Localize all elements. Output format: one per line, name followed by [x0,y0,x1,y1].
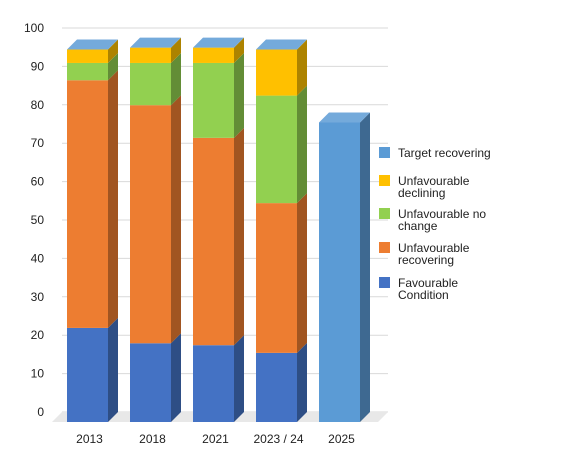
bar-segment [67,52,118,81]
y-tick-label: 10 [31,367,45,381]
bar-segment [193,37,244,63]
y-tick-label: 100 [24,21,44,35]
y-tick-label: 40 [31,251,45,265]
legend-label: Unfavourable no [398,207,486,221]
x-tick-label: 2021 [202,432,229,446]
legend-swatch [379,175,390,186]
legend-label: Unfavourable [398,241,470,255]
legend: Target recoveringUnfavourabledecliningUn… [379,146,491,302]
legend-label: Unfavourable [398,174,470,188]
bar-segment [256,342,307,422]
bar-segment [256,193,307,353]
legend-swatch [379,147,390,158]
legend-swatch [379,208,390,219]
x-tick-label: 2013 [76,432,103,446]
y-tick-label: 60 [31,175,45,189]
y-tick-label: 90 [31,59,45,73]
y-tick-label: 70 [31,136,45,150]
y-tick-label: 80 [31,98,45,112]
bar-top-face [256,39,307,50]
bar-segment [319,112,370,422]
bars [67,37,370,422]
bar-top-face [130,37,181,48]
legend-swatch [379,277,390,288]
bar-top-face [193,37,244,48]
legend-label: declining [398,186,445,200]
x-axis: 2013 2018 2021 2023 / 24 2025 [76,432,355,446]
x-tick-label: 2025 [328,432,355,446]
bar-segment [130,95,181,344]
bar-segment [67,39,118,63]
y-tick-label: 20 [31,328,45,342]
legend-label: change [398,219,438,233]
legend-label: recovering [398,253,454,267]
bar-top-face [319,112,370,123]
y-tick-label: 0 [37,405,44,419]
bar-segment [193,52,244,138]
x-tick-label: 2018 [139,432,166,446]
bar-segment [193,335,244,422]
bar-segment [67,70,118,328]
legend-label: Condition [398,288,449,302]
legend-item: Target recovering [379,146,491,160]
legend-label: Favourable [398,276,458,290]
x-tick-label: 2023 / 24 [253,432,303,446]
legend-label: Target recovering [398,146,491,160]
bar-segment [67,317,118,422]
bar-segment [130,333,181,422]
legend-swatch [379,242,390,253]
bar-segment [130,52,181,106]
bar-segment [193,127,244,346]
y-axis: 0 10 20 30 40 50 60 70 80 90 100 [24,21,44,419]
bar-top-face [67,39,118,50]
bar-segment [130,37,181,63]
bar-segment [256,85,307,204]
bar-segment [256,39,307,96]
y-tick-label: 30 [31,290,45,304]
y-tick-label: 50 [31,213,45,227]
